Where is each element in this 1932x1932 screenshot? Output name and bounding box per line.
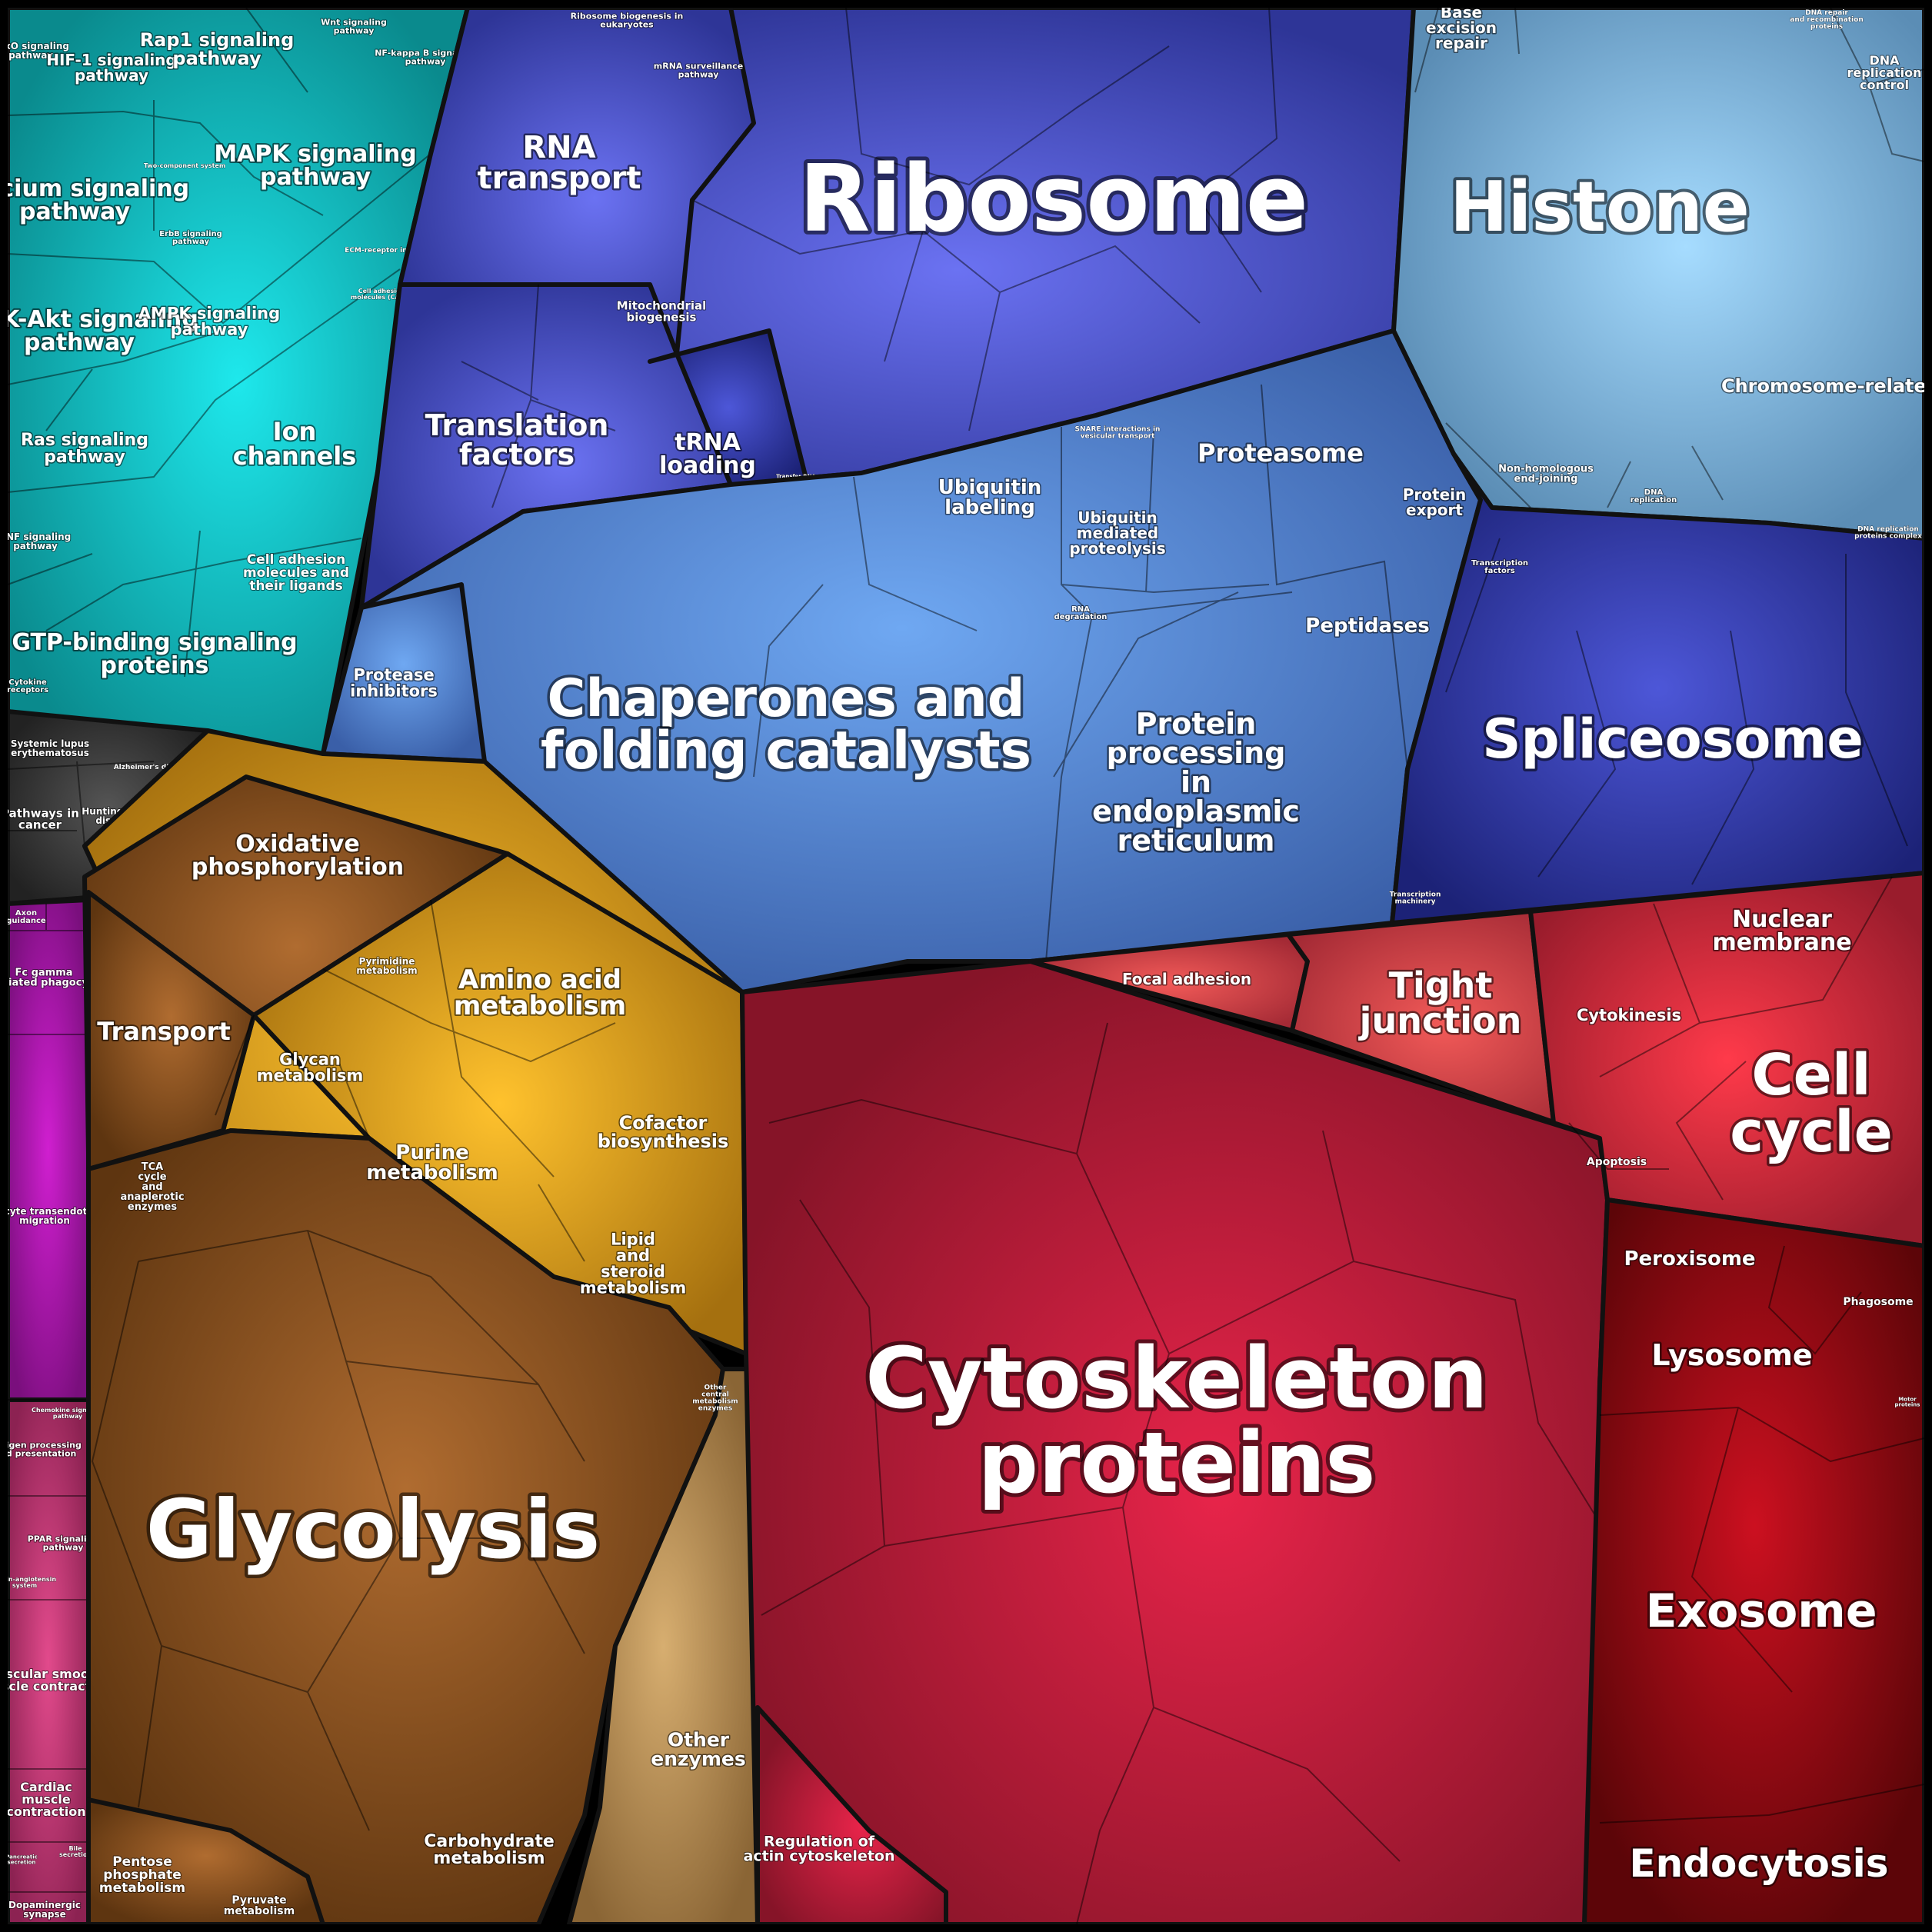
label-chemo: Chemokine signaling pathway bbox=[32, 1407, 104, 1420]
label-er: Protein processing in endoplasmic reticulum bbox=[1092, 707, 1300, 858]
label-cancer: Pathways in cancer bbox=[1, 807, 79, 832]
label-cofactor: Cofactor biosynthesis bbox=[598, 1112, 729, 1152]
translation-region bbox=[359, 282, 810, 610]
label-celladh: Cell adhesion molecules and their ligands bbox=[243, 552, 349, 594]
label-rnadeg: RNA degradation bbox=[1054, 605, 1108, 621]
label-othercentral: Other central metabolism enzymes bbox=[692, 1384, 738, 1413]
label-dnarep2: DNA replication bbox=[1631, 488, 1677, 505]
label-transfac: Transcription factors bbox=[1471, 559, 1528, 575]
label-lysosome: Lysosome bbox=[1651, 1338, 1812, 1372]
label-ras: Ras signaling pathway bbox=[21, 431, 148, 467]
label-focal: Focal adhesion bbox=[1122, 970, 1251, 988]
label-motor: Motor proteins bbox=[1895, 1397, 1920, 1408]
label-ppar: PPAR signaling pathway bbox=[28, 1534, 99, 1553]
label-bile: Bile secretion bbox=[59, 1845, 92, 1858]
label-glycolysis: Glycolysis bbox=[146, 1483, 600, 1577]
cellular-region bbox=[740, 871, 1927, 1927]
label-rap1: Rap1 signaling pathway bbox=[140, 29, 295, 69]
label-tight: Tight junction bbox=[1358, 964, 1522, 1041]
label-snare: SNARE interactions in vesicular transport bbox=[1075, 426, 1161, 441]
label-dopa: Dopaminergic synapse bbox=[8, 1900, 81, 1920]
label-chaperones: Chaperones and folding catalysts bbox=[541, 668, 1031, 781]
label-regactin: Regulation of actin cytoskeleton bbox=[744, 1834, 895, 1865]
label-dnarepcomp: DNA replication proteins complex bbox=[1854, 526, 1922, 541]
label-vascular: Vascular smoothmuscle contraction bbox=[0, 1667, 112, 1694]
label-mapk: MAPK signaling pathway bbox=[214, 141, 416, 191]
label-mito: Mitochondrial biogenesis bbox=[617, 299, 707, 325]
label-ribosome: Ribosome bbox=[799, 146, 1308, 253]
label-nhej: Non-homologous end-joining bbox=[1498, 464, 1594, 485]
label-cytokinesis: Cytokinesis bbox=[1577, 1006, 1681, 1024]
label-hif1: HIF-1 signaling pathway bbox=[46, 51, 176, 85]
label-tnf: TNF signaling pathway bbox=[0, 531, 71, 551]
label-pyruvate: Pyruvate metabolism bbox=[224, 1894, 295, 1917]
label-proteasome: Proteasome bbox=[1198, 438, 1364, 468]
label-ecm: ECM-receptor interaction bbox=[345, 247, 443, 255]
label-cellcycle: Cell cycle bbox=[1730, 1042, 1893, 1165]
label-peptidases: Peptidases bbox=[1305, 615, 1429, 638]
label-phagosome: Phagosome bbox=[1843, 1296, 1913, 1308]
label-transmach: Transcription machinery bbox=[1390, 891, 1441, 906]
label-cardiac: Cardiac muscle contraction bbox=[6, 1780, 85, 1819]
label-ribobio: Ribosome biogenesis in eukaryotes bbox=[571, 12, 684, 30]
label-transport: Transport bbox=[97, 1017, 230, 1046]
label-amino: Amino acid metabolism bbox=[454, 964, 626, 1021]
label-twocomp: Two-component system bbox=[144, 162, 225, 169]
label-cam: Cell adhesion molecules (CAMs) bbox=[351, 288, 412, 301]
label-chromrel: Chromosome-related bbox=[1721, 375, 1932, 397]
label-alz: Alzheimer's disease bbox=[114, 764, 192, 771]
label-gtp: GTP-binding signaling proteins bbox=[12, 629, 297, 679]
spliceosome-region bbox=[1390, 451, 1927, 925]
label-tca: TCA cycle and anaplerotic enzymes bbox=[120, 1161, 184, 1213]
label-cytokine: Cytokine receptors bbox=[7, 678, 48, 695]
label-splice: Spliceosome bbox=[1482, 708, 1864, 771]
label-pentose: Pentose phosphate metabolism bbox=[99, 1854, 185, 1896]
label-protexport: Protein export bbox=[1403, 485, 1466, 519]
metabolism-region bbox=[82, 728, 760, 1927]
label-purine: Purine metabolism bbox=[366, 1141, 498, 1184]
label-ampk: AMPK signaling pathway bbox=[138, 305, 280, 339]
label-oxphos: Oxidative phosphorylation bbox=[192, 831, 404, 881]
label-dnarep: DNA replication control bbox=[1847, 53, 1922, 92]
label-ubimed: Ubiquitin mediated proteolysis bbox=[1069, 508, 1165, 558]
label-pancreatic: Pancreatic secretion bbox=[5, 1854, 38, 1866]
label-mrna: mRNA surveillance pathway bbox=[654, 62, 743, 80]
label-glycan: Glycan metabolism bbox=[257, 1051, 364, 1085]
label-ubilab: Ubiquitin labeling bbox=[938, 476, 1042, 519]
label-nfkb: NF-kappa B signaling pathway bbox=[375, 48, 476, 67]
label-trna: tRNA loading bbox=[659, 429, 756, 479]
label-rnatrans: RNA transport bbox=[477, 130, 641, 196]
label-cytoskeleton: Cytoskeleton proteins bbox=[865, 1329, 1488, 1512]
label-transl: Translation factors bbox=[425, 408, 609, 471]
label-apoptosis: Apoptosis bbox=[1587, 1156, 1647, 1168]
label-dnarepair: DNA repair and recombination proteins bbox=[1790, 9, 1863, 31]
label-wnt: Wnt signaling pathway bbox=[321, 18, 387, 36]
label-sle: Systemic lupus erythematosus bbox=[11, 738, 89, 758]
label-exosome: Exosome bbox=[1645, 1584, 1877, 1638]
label-peroxisome: Peroxisome bbox=[1624, 1247, 1755, 1271]
label-ion: Ion channels bbox=[233, 417, 357, 471]
label-foxo: FoxO signaling pathway bbox=[0, 41, 69, 61]
label-lipid: Lipid and steroid metabolism bbox=[580, 1231, 687, 1297]
label-pyrimidine: Pyrimidine metabolism bbox=[356, 956, 417, 976]
label-other: Other enzymes bbox=[651, 1729, 746, 1770]
label-histone: Histone bbox=[1450, 167, 1750, 248]
label-carbo: Carbohydrate metabolism bbox=[424, 1832, 555, 1868]
label-nuclear: Nuclear membrane bbox=[1712, 906, 1851, 956]
label-axon: Axon guidance bbox=[6, 909, 46, 925]
label-erbb: ErbB signaling pathway bbox=[159, 230, 222, 246]
label-endocytosis: Endocytosis bbox=[1629, 1841, 1888, 1886]
histone-region bbox=[1391, 5, 1927, 541]
label-protinh: Protease inhibitors bbox=[350, 666, 438, 701]
